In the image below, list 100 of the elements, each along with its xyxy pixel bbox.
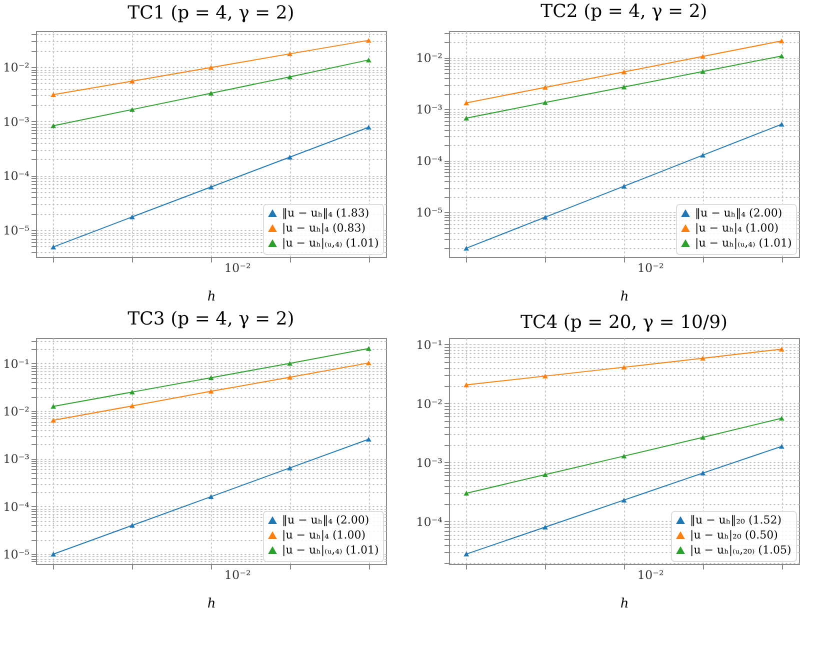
point [700,435,706,440]
point [208,90,214,96]
point [464,490,470,496]
y-tick-label: 10⁻⁵ [3,224,30,238]
point [621,454,627,458]
point [287,466,293,470]
point [287,154,293,160]
x-axis-title: h [207,596,216,612]
point [621,184,627,189]
chart-title: TC2 (p = 4, γ = 2) [540,1,708,22]
legend-label: |u − uₕ|₍ᵤ,₄₎ (1.01) [695,236,792,250]
point [621,70,627,74]
text: 10⁻² [637,568,664,582]
point [464,552,470,556]
point [621,498,627,502]
point [778,416,784,421]
x-axis-title: h [207,290,216,304]
point [50,404,56,409]
point [778,444,784,449]
y-tick-label: 10⁻³ [3,114,30,129]
point [621,364,627,370]
point [542,472,548,478]
point [50,92,56,98]
point [129,107,135,112]
point [464,246,470,251]
y-tick-label: 10⁻⁴ [3,169,30,184]
point [366,346,372,351]
point [208,65,214,70]
point [700,356,706,361]
point [542,100,548,105]
y-tick-label: 10⁻² [416,396,443,411]
chart-title: TC1 (p = 4, γ = 2) [128,2,294,24]
point [700,152,706,158]
point [464,100,470,106]
point [50,552,56,556]
legend-label: |u − uₕ|₍ᵤ,₄₎ (1.01) [282,544,379,556]
point [366,436,372,442]
point [700,54,706,59]
x-axis-title: h [620,290,629,304]
point [542,85,548,90]
legend-label: |u − uₕ|₂₀ (0.50) [690,528,778,542]
y-tick-label: 10⁻⁴ [416,154,443,168]
legend-label: |u − uₕ|₄ (1.00) [695,222,779,234]
y-tick-label: 10⁻³ [416,102,443,117]
point [366,58,372,62]
legend-label: ‖u − uₕ‖₄ (2.00) [282,514,370,526]
legend-label: |u − uₕ|₄ (1.00) [282,528,366,542]
point [208,184,214,190]
point [464,382,470,388]
point [778,38,784,44]
chart-title: TC4 (p = 20, γ = 10/9) [520,312,728,333]
legend-label: |u − uₕ|₍ᵤ,₂₀₎ (1.05) [690,544,792,556]
y-tick-label: 10⁻⁴ [416,514,443,529]
y-tick-label: 10⁻² [3,60,30,75]
legend-label: ‖u − uₕ‖₂₀ (1.52) [690,514,782,526]
point [621,84,627,90]
point [208,388,214,394]
point [542,374,548,378]
y-tick-label: 10⁻³ [3,452,30,466]
y-tick-label: 10⁻⁵ [3,548,30,562]
point [129,404,135,408]
x-axis-title: h [620,596,629,612]
point [129,78,135,84]
text: 10⁻² [637,261,664,275]
point [778,346,784,352]
legend-label: |u − uₕ|₍ᵤ,₄₎ (1.01) [282,236,379,250]
y-tick-label: 10⁻¹ [416,338,442,352]
point [129,214,135,220]
point [542,524,548,530]
legend-label: |u − uₕ|₄ (0.83) [282,222,366,234]
point [50,244,56,250]
y-tick-label: 10⁻² [3,404,30,419]
point [542,214,548,220]
y-tick-label: 10⁻³ [416,456,443,470]
legend-label: ‖u − uₕ‖₄ (2.00) [695,206,782,220]
legend-label: ‖u − uₕ‖₄ (1.83) [282,206,370,220]
y-tick-label: 10⁻⁴ [3,500,30,514]
point [129,390,135,394]
point [366,124,372,130]
y-tick-label: 10⁻¹ [3,356,30,371]
point [778,122,784,127]
point [778,54,784,58]
chart-title: TC3 (p = 4, γ = 2) [128,308,294,330]
point [50,123,56,128]
point [287,360,293,366]
point [464,116,470,121]
point [287,374,293,380]
point [700,69,706,74]
point [208,375,214,380]
text: 10⁻² [224,568,251,582]
point [366,38,372,43]
point [208,494,214,500]
y-tick-label: 10⁻⁵ [416,206,443,220]
point [366,360,372,366]
point [287,51,293,56]
point [129,523,135,528]
text: 10⁻² [224,261,251,275]
y-tick-label: 10⁻² [416,51,443,66]
point [287,74,293,80]
point [50,418,56,423]
